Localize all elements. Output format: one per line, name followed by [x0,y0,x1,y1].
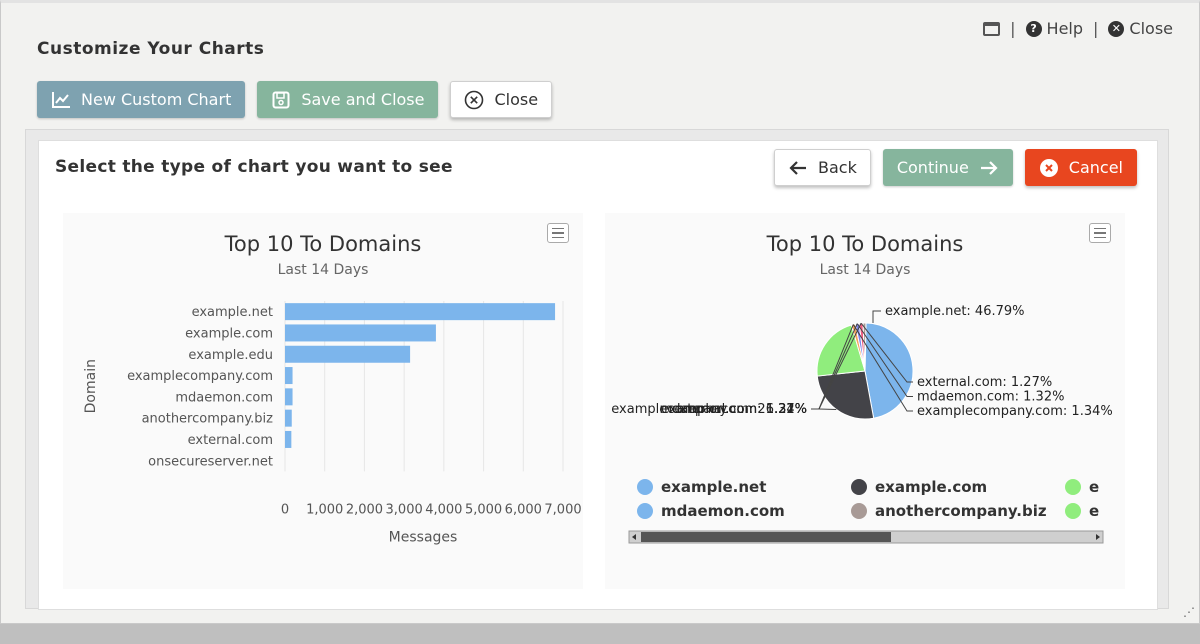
bar-chart-card[interactable]: Top 10 To Domains Last 14 Days 0 1,000 2,000… [63,213,583,589]
label-connector [856,323,913,397]
chart-wizard-container: Select the type of chart you want to see… [25,129,1169,610]
cancel-label: Cancel [1068,158,1123,177]
close-label: Close [1129,19,1173,38]
legend-item[interactable]: e [1089,502,1099,520]
x-tick-label: 3,000 [386,502,423,517]
legend-item[interactable]: example.net [661,478,766,496]
bar[interactable] [285,409,292,427]
x-axis-label: Messages [389,529,458,545]
legend-marker [637,503,653,519]
category-label: anothercompany.biz [142,412,274,427]
resize-grip-icon[interactable]: ⋰ [1183,605,1195,619]
x-tick-label: 5,000 [465,502,502,517]
bar[interactable] [285,367,293,385]
category-label: examplecompany.com [127,369,273,384]
dialog-title: Customize Your Charts [37,39,265,59]
x-tick-label: 7,000 [544,502,581,517]
new-custom-chart-label: New Custom Chart [81,90,232,109]
label-connector [811,322,862,410]
legend-item[interactable]: anothercompany.biz [875,502,1047,520]
continue-label: Continue [896,158,969,177]
legend-item[interactable]: mdaemon.com [661,502,785,520]
legend-marker [1065,503,1081,519]
chart-title: Top 10 To Domains [224,232,422,256]
x-tick-label: 2,000 [346,502,383,517]
save-icon [271,90,291,110]
close-circle-icon: ✕ [1108,20,1125,37]
pie-data-label: external.com: 1.27% [672,402,807,417]
line-chart-icon [51,90,71,110]
pie-data-label: examplecompany.com: 1.34% [917,404,1113,419]
pie-data-label: examplecompany.com: 1.34% [611,402,807,417]
category-label: external.com [188,433,273,448]
label-connector [860,322,913,383]
cancel-circle-icon [1039,158,1059,178]
x-tick-label: 0 [281,502,289,517]
legend-item[interactable]: e [1089,478,1099,496]
pie-data-label: mdaemon.com: 1.32% [660,402,807,417]
dialog-top-links: | ? Help | ✕ Close [983,19,1173,38]
bar[interactable] [285,324,436,342]
pie-chart: Top 10 To Domains Last 14 Days example.net… [611,232,1113,544]
pie-data-label: example.net: 46.79% [885,304,1025,319]
legend-marker [1065,479,1081,495]
pie-slice[interactable] [816,324,866,377]
customize-charts-dialog: | ? Help | ✕ Close Customize Your Charts… [0,0,1200,624]
save-and-close-button[interactable]: Save and Close [257,81,439,118]
category-label: example.net [192,305,273,320]
toolbar: New Custom Chart Save and Close Close [37,81,553,118]
arrow-left-icon [788,158,808,178]
cancel-button[interactable]: Cancel [1024,149,1137,186]
pie-data-label: external.com: 1.27% [917,375,1052,390]
bar[interactable] [285,430,292,448]
new-custom-chart-button[interactable]: New Custom Chart [37,81,246,118]
chart-menu-icon[interactable] [547,223,569,243]
legend-marker [851,503,867,519]
close-circle-icon [464,90,484,110]
legend-scrollbar-thumb[interactable] [641,532,891,542]
panel-title: Select the type of chart you want to see [55,157,453,177]
back-label: Back [818,158,857,177]
bar[interactable] [285,303,556,321]
label-connector [872,310,881,323]
legend-marker [637,479,653,495]
arrow-right-icon [979,158,999,178]
scroll-right-icon[interactable] [1096,534,1100,540]
bar[interactable] [285,388,293,406]
label-connector [852,324,913,412]
help-icon: ? [1025,20,1042,37]
x-tick-label: 6,000 [505,502,542,517]
help-link[interactable]: ? Help [1025,19,1084,38]
y-axis-label: Domain [83,359,99,413]
chart-subtitle: Last 14 Days [278,262,369,278]
chart-title: Top 10 To Domains [766,232,964,256]
category-label: mdaemon.com [175,390,273,405]
legend-marker [851,479,867,495]
help-label: Help [1046,19,1084,38]
category-label: example.edu [188,348,273,363]
x-tick-label: 1,000 [306,502,343,517]
pie-data-label: mdaemon.com: 1.32% [917,390,1064,405]
pie-chart-card[interactable]: Top 10 To Domains Last 14 Days example.net… [605,213,1125,589]
chart-menu-icon[interactable] [1089,223,1111,243]
window-icon[interactable] [983,21,1001,36]
wizard-actions: Back Continue Cancel [774,149,1137,186]
pie-data-label: example.com: 26.21% [661,402,807,417]
category-label: example.com [185,326,273,341]
legend-item[interactable]: example.com [875,478,987,496]
back-button[interactable]: Back [774,149,871,186]
category-label: onsecureserver.net [148,454,273,469]
bar[interactable] [285,345,411,363]
dialog-close-link[interactable]: ✕ Close [1108,19,1173,38]
toolbar-close-label: Close [494,90,539,109]
continue-button[interactable]: Continue [882,149,1013,186]
scroll-left-icon[interactable] [632,534,636,540]
bar-chart: Top 10 To Domains Last 14 Days 0 1,000 2,000… [83,232,582,545]
x-tick-label: 4,000 [425,502,462,517]
save-and-close-label: Save and Close [301,90,425,109]
chart-subtitle: Last 14 Days [820,262,911,278]
toolbar-close-button[interactable]: Close [450,81,553,118]
chart-type-panel: Select the type of chart you want to see… [38,140,1158,610]
